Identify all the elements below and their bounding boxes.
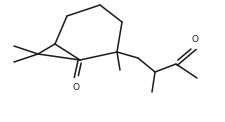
Circle shape: [191, 36, 200, 45]
Text: O: O: [72, 83, 79, 92]
Circle shape: [72, 83, 81, 92]
Text: O: O: [191, 36, 198, 45]
